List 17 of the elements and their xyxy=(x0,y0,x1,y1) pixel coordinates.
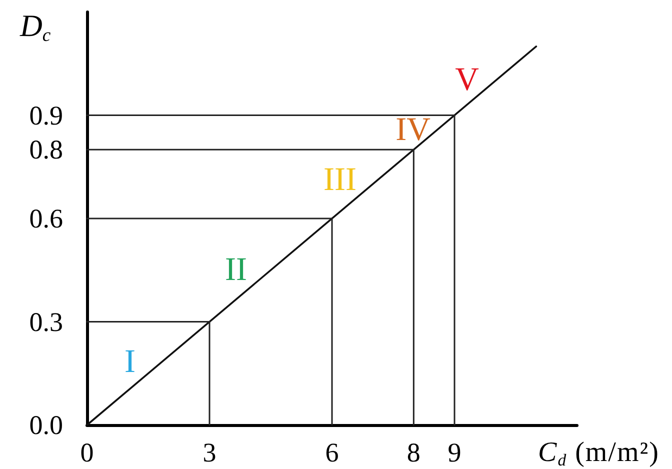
x-tick-label: 6 xyxy=(325,438,339,468)
y-tick-label: 0.8 xyxy=(29,134,63,165)
x-tick-label: 9 xyxy=(448,438,462,468)
annotation: V xyxy=(455,62,480,98)
y-axis-title: D$_{c}$ xyxy=(20,8,51,46)
annotation: II xyxy=(225,252,247,288)
annotation: IV xyxy=(396,112,431,148)
y-tick-label: 0.0 xyxy=(29,410,63,440)
y-tick-label: 0.9 xyxy=(29,100,63,130)
x-tick-label: 8 xyxy=(406,438,420,468)
annotation: I xyxy=(124,344,136,380)
y-tick-label: 0.3 xyxy=(29,306,63,337)
x-axis-title: C$_{d}$ (m/m²) xyxy=(538,437,660,469)
x-tick-label: 3 xyxy=(202,438,216,468)
x-tick-label: 0 xyxy=(80,438,94,468)
y-tick-label: 0.6 xyxy=(29,204,63,234)
annotation: III xyxy=(324,162,356,198)
